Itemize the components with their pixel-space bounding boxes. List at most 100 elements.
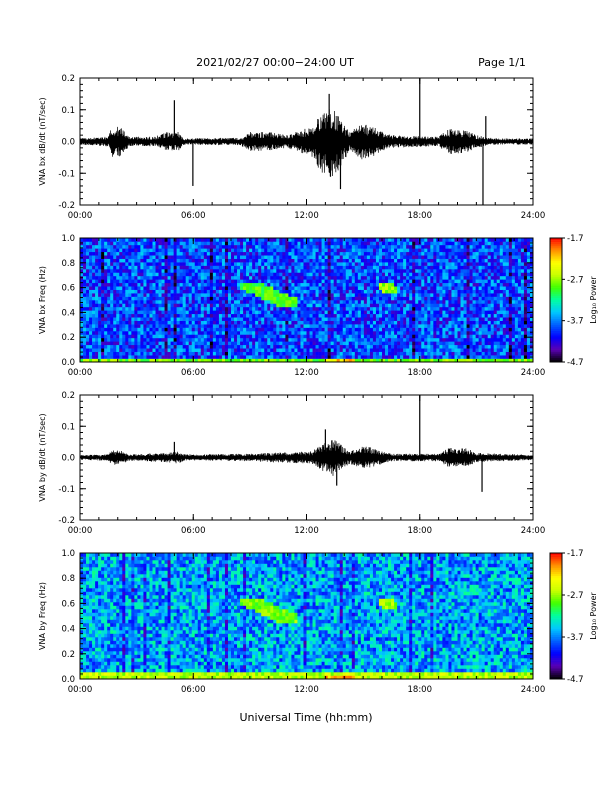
spectrogram-cell — [324, 324, 328, 328]
spectrogram-cell — [282, 324, 286, 328]
spectrogram-cell — [415, 344, 419, 349]
spectrogram-cell — [415, 248, 419, 253]
spectrogram-cell — [164, 317, 168, 321]
spectrogram-cell — [212, 306, 217, 311]
spectrogram-cell — [481, 324, 485, 328]
spectrogram-cell — [234, 244, 238, 249]
spectrogram-cell — [463, 334, 467, 339]
spectrogram-cell — [394, 348, 398, 352]
spectrogram-cell — [231, 255, 235, 259]
spectrogram-cell — [252, 248, 256, 253]
spectrogram-cell — [152, 317, 156, 321]
spectrogram-cell — [143, 337, 147, 342]
spectrogram-cell — [357, 320, 362, 325]
spectrogram-cell — [185, 331, 190, 335]
spectrogram-cell — [170, 251, 174, 256]
spectrogram-cell — [369, 238, 374, 242]
spectrogram-cell — [318, 286, 322, 290]
spectrogram-cell — [372, 317, 377, 321]
spectrogram-cell — [128, 306, 132, 311]
spectrogram-cell — [454, 341, 458, 346]
spectrogram-cell — [285, 317, 289, 321]
spectrogram-cell — [215, 348, 220, 352]
spectrogram-cell — [372, 262, 377, 266]
spectrogram-cell — [442, 279, 446, 284]
spectrogram-cell — [436, 248, 440, 253]
spectrogram-cell — [418, 265, 422, 270]
spectrogram-cell — [185, 351, 190, 356]
spectrogram-cell — [252, 265, 256, 270]
spectrogram-cell — [348, 358, 353, 363]
spectrogram-cell — [324, 348, 328, 352]
spectrogram-cell — [385, 355, 389, 359]
spectrogram-cell — [382, 317, 386, 321]
spectrogram-cell — [270, 279, 274, 284]
spectrogram-cell — [294, 313, 298, 318]
spectrogram-cell — [378, 293, 383, 297]
spectrogram-cell — [191, 303, 196, 308]
spectrogram-cell — [463, 337, 467, 342]
spectrogram-cell — [224, 313, 229, 318]
spectrogram-cell — [194, 258, 199, 263]
spectrogram-cell — [303, 334, 307, 339]
spectrogram-cell — [137, 272, 141, 277]
spectrogram-cell — [357, 327, 362, 332]
spectrogram-cell — [155, 262, 159, 266]
spectrogram-cell — [424, 289, 428, 294]
spectrogram-cell — [191, 313, 196, 318]
spectrogram-cell — [194, 282, 199, 287]
spectrogram-cell — [460, 238, 464, 242]
spectrogram-cell — [155, 331, 159, 335]
spectrogram-cell — [345, 351, 350, 356]
spectrogram-cell — [354, 320, 359, 325]
spectrogram-cell — [161, 344, 165, 349]
spectrogram-cell — [113, 272, 117, 277]
spectrogram-cell — [122, 331, 126, 335]
spectrogram-cell — [267, 327, 271, 332]
spectrogram-cell — [164, 320, 168, 325]
spectrogram-cell — [146, 344, 150, 349]
spectrogram-cell — [125, 303, 129, 308]
spectrogram-cell — [388, 269, 392, 273]
spectrogram-cell — [391, 282, 395, 287]
spectrogram-cell — [460, 258, 464, 263]
spectrogram-cell — [221, 282, 226, 287]
spectrogram-cell — [385, 269, 389, 273]
spectrogram-cell — [176, 282, 180, 287]
spectrogram-cell — [246, 306, 250, 311]
spectrogram-cell — [463, 265, 467, 270]
spectrogram-cell — [300, 293, 304, 297]
spectrogram-cell — [372, 341, 377, 346]
spectrogram-cell — [155, 351, 159, 356]
spectrogram-cell — [430, 327, 434, 332]
spectrogram-cell — [273, 327, 277, 332]
spectrogram-cell — [152, 355, 156, 359]
spectrogram-cell — [86, 331, 90, 335]
spectrogram-cell — [224, 331, 229, 335]
spectrogram-cell — [421, 241, 425, 246]
spectrogram-cell — [197, 238, 202, 242]
spectrogram-cell — [378, 272, 383, 277]
spectrogram-cell — [86, 306, 90, 311]
spectrogram-cell — [92, 331, 96, 335]
spectrogram-cell — [252, 358, 256, 363]
spectrogram-cell — [457, 289, 461, 294]
spectrogram-cell — [270, 344, 274, 349]
spectrogram-cell — [98, 241, 102, 246]
spectrogram-cell — [342, 265, 347, 270]
spectrogram-cell — [348, 282, 353, 287]
spectrogram-cell — [448, 358, 452, 363]
spectrogram-cell — [445, 355, 449, 359]
spectrogram-cell — [203, 324, 208, 328]
spectrogram-cell — [179, 293, 183, 297]
spectrogram-cell — [430, 275, 434, 280]
spectrogram-cell — [457, 265, 461, 270]
spectrogram-cell — [466, 282, 470, 287]
spectrogram-cell — [351, 324, 356, 328]
spectrogram-cell — [104, 289, 108, 294]
spectrogram-cell — [454, 337, 458, 342]
spectrogram-cell — [348, 334, 353, 339]
spectrogram-cell — [339, 244, 344, 249]
spectrogram-cell — [357, 355, 362, 359]
spectrogram-cell — [469, 293, 473, 297]
